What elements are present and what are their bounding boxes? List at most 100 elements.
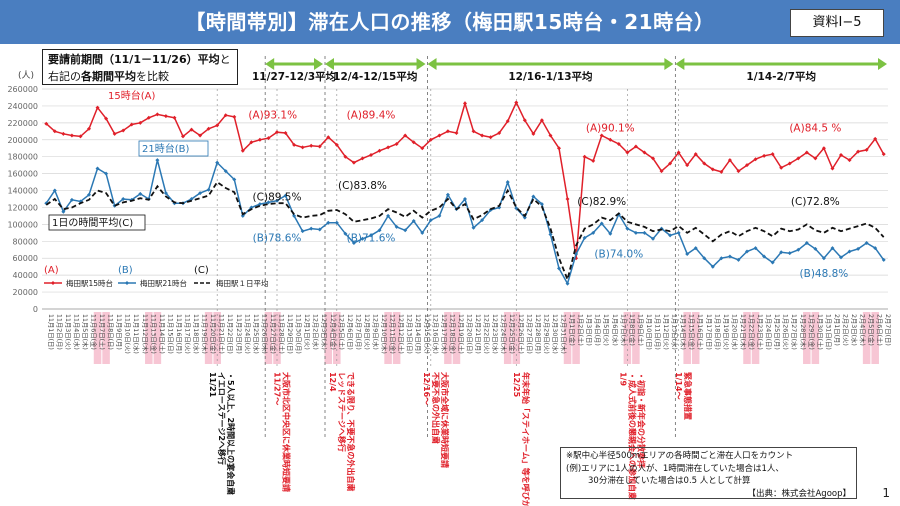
x-tick-label: 11月30日(月) xyxy=(295,314,303,354)
event-note-text: ・初詣・新年会の分散参拝 xyxy=(636,372,646,468)
x-tick-label: 11月28日(土) xyxy=(278,314,287,354)
data-point-1 xyxy=(633,230,638,235)
series-tag-box xyxy=(138,140,209,157)
data-point-1 xyxy=(121,197,126,201)
x-tick-label: 11月10日(火) xyxy=(124,314,132,354)
data-point-1 xyxy=(87,192,91,197)
x-tick-label: 2月3日(水) xyxy=(850,314,859,346)
data-point-0 xyxy=(394,142,399,146)
data-point-1 xyxy=(198,191,203,196)
event-note-text: できる限り、不要不急の外出自粛 xyxy=(346,372,356,492)
data-point-1 xyxy=(710,264,715,269)
percentage-annotation: (A)84.5 % xyxy=(789,122,841,134)
data-point-0 xyxy=(428,137,433,142)
source-line-1: ※駅中心半径500mエリアの各時間ごと滞在人口をカウント xyxy=(566,451,794,461)
legend-entry: 梅田駅15時台 xyxy=(66,278,113,288)
x-tick-label: 11月18日(水) xyxy=(192,314,201,354)
period-arrow-head-left xyxy=(325,58,334,70)
x-tick-label: 11月22日(日) xyxy=(226,314,234,354)
data-point-0 xyxy=(693,152,698,157)
data-point-0 xyxy=(787,161,792,166)
series-line-1 xyxy=(45,159,885,286)
x-tick-label: 1月25日(月) xyxy=(773,314,781,350)
data-point-1 xyxy=(69,197,74,202)
weekend-label-highlight xyxy=(213,312,221,364)
x-tick-label: 1月24日(日) xyxy=(765,314,773,350)
data-point-0 xyxy=(326,135,331,140)
x-tick-label: 1月3日(日) xyxy=(585,314,593,346)
percentage-annotation: (B)74.0% xyxy=(594,248,643,260)
x-tick-label: 12月15日(火) xyxy=(423,314,431,354)
x-tick-label: 1月29日(金) xyxy=(807,314,816,350)
legend-letter: (C) xyxy=(194,265,209,276)
data-point-1 xyxy=(779,250,784,255)
x-tick-label: 11月9日(月) xyxy=(115,314,123,350)
data-point-1 xyxy=(522,215,527,220)
x-tick-label: 2月5日(金) xyxy=(867,314,876,346)
data-point-1 xyxy=(736,257,741,262)
period-arrow-head-left xyxy=(427,58,437,70)
data-point-1 xyxy=(232,177,237,182)
data-point-0 xyxy=(633,144,638,149)
x-tick-label: 11月5日(木) xyxy=(81,314,90,350)
data-point-0 xyxy=(215,123,220,128)
data-point-0 xyxy=(138,120,143,125)
data-point-0 xyxy=(856,149,861,154)
weekend-label-highlight xyxy=(623,312,632,364)
data-point-1 xyxy=(95,166,100,171)
data-point-0 xyxy=(702,161,707,166)
data-point-0 xyxy=(753,157,758,162)
data-point-1 xyxy=(625,226,630,231)
data-point-1 xyxy=(411,219,416,223)
x-tick-label: 12月21日(月) xyxy=(474,314,482,354)
data-point-0 xyxy=(334,142,339,147)
x-tick-label: 11月7日(土) xyxy=(98,314,107,350)
x-tick-label: 11月11日(水) xyxy=(132,314,141,354)
data-point-0 xyxy=(129,122,134,127)
x-tick-label: 1月9日(土) xyxy=(636,314,645,346)
period-label: 1/14-2/7平均 xyxy=(746,70,816,83)
event-note-text: 緊急事態措置 xyxy=(683,372,693,420)
x-tick-label: 12月2日(水) xyxy=(312,314,321,350)
data-point-0 xyxy=(497,131,502,135)
data-point-0 xyxy=(727,158,732,163)
x-tick-label: 11月12日(木) xyxy=(141,314,150,354)
data-point-1 xyxy=(856,246,861,251)
data-point-1 xyxy=(539,202,544,207)
event-note-text: 不要不急の外出自粛 xyxy=(431,372,441,444)
data-point-0 xyxy=(351,160,356,165)
data-point-1 xyxy=(864,241,869,245)
data-point-1 xyxy=(386,213,391,218)
event-note-text: 1/14～ xyxy=(674,372,683,400)
weekend-label-highlight xyxy=(503,312,512,364)
data-point-0 xyxy=(52,129,57,134)
x-tick-label: 12月5日(土) xyxy=(337,314,346,350)
data-point-0 xyxy=(821,146,826,151)
event-note-text: 11/27～ xyxy=(273,372,282,405)
source-line-4: 【出典：株式会社Agoop】 xyxy=(747,488,851,499)
note-suffix: と xyxy=(219,53,231,66)
period-arrow-head-right xyxy=(314,58,323,70)
data-point-1 xyxy=(215,160,220,165)
data-point-1 xyxy=(804,241,809,245)
data-point-0 xyxy=(505,119,510,124)
y-tick-label: 260000 xyxy=(7,85,38,94)
data-point-1 xyxy=(206,187,211,192)
event-note-text: 大阪市北区中央区に休業時短要請 xyxy=(282,372,292,492)
data-point-1 xyxy=(651,236,655,241)
weekend-label-highlight xyxy=(93,312,102,364)
data-point-1 xyxy=(463,197,467,201)
x-tick-label: 2月6日(土) xyxy=(876,314,885,346)
note-average-bold: 各期間平均 xyxy=(81,70,136,83)
weekend-label-highlight xyxy=(871,312,879,364)
data-point-0 xyxy=(232,114,237,119)
x-tick-label: 12月9日(水) xyxy=(372,314,381,350)
legend-letter: (B) xyxy=(118,265,133,276)
data-point-0 xyxy=(369,153,373,157)
data-point-0 xyxy=(206,126,211,131)
x-tick-label: 12月1日(火) xyxy=(303,314,311,350)
data-point-0 xyxy=(61,131,66,136)
data-point-0 xyxy=(309,143,314,148)
x-tick-label: 12月6日(日) xyxy=(346,314,354,350)
x-tick-label: 11月1日(日) xyxy=(47,314,55,350)
